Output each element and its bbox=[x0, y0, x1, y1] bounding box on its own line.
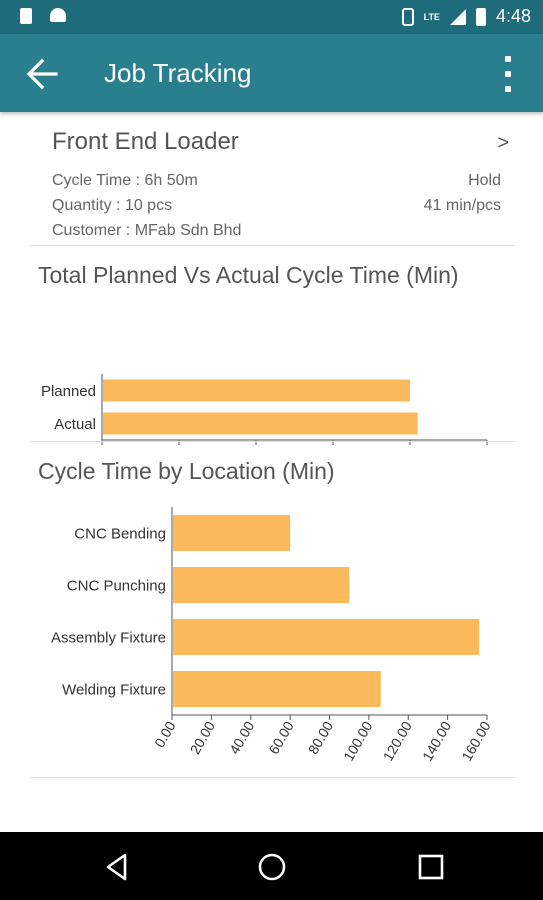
back-arrow-icon[interactable] bbox=[22, 54, 62, 94]
cycle-time-by-location-chart: CNC Bending CNC Punching Assembly Fixture W… bbox=[51, 507, 494, 764]
bar-welding-fixture bbox=[173, 671, 381, 707]
lte-label: LTE bbox=[423, 11, 440, 22]
category-label: Actual bbox=[54, 416, 96, 433]
divider bbox=[30, 777, 515, 778]
bar-cnc-bending bbox=[173, 515, 291, 551]
x-tick-label: 140.00 bbox=[419, 718, 454, 763]
x-tick-label: 80.00 bbox=[305, 718, 336, 757]
chart-title: Total Planned Vs Actual Cycle Time (Min) bbox=[38, 262, 459, 288]
job-status: Hold bbox=[468, 172, 501, 189]
x-tick-label: 0.00 bbox=[151, 718, 179, 750]
bar-planned bbox=[103, 379, 410, 402]
chart-title: Cycle Time by Location (Min) bbox=[38, 458, 335, 484]
job-customer: Customer : MFab Sdn Bhd bbox=[52, 222, 242, 239]
page-title: Job Tracking bbox=[104, 58, 252, 88]
job-card[interactable]: Front End Loader > Cycle Time : 6h 50m Q… bbox=[30, 112, 515, 246]
x-tick-label: 100.00 bbox=[340, 718, 375, 763]
x-tick-label: 0.00 bbox=[81, 443, 109, 446]
category-label: CNC Punching bbox=[67, 577, 166, 594]
back-icon[interactable] bbox=[100, 850, 134, 884]
sd-card-icon bbox=[20, 8, 32, 24]
planned-vs-actual-chart: PlannedActual0.00100.00200.00300.00400.0… bbox=[41, 374, 494, 446]
category-label: Welding Fixture bbox=[62, 681, 166, 698]
x-tick-label: 20.00 bbox=[187, 718, 218, 757]
divider bbox=[30, 441, 515, 442]
chevron-right-icon[interactable]: > bbox=[497, 132, 509, 154]
bar-cnc-punching bbox=[173, 567, 350, 603]
signal-icon bbox=[449, 8, 466, 25]
home-icon[interactable] bbox=[255, 850, 289, 884]
x-tick-label: 60.00 bbox=[265, 718, 296, 757]
category-label: Planned bbox=[41, 383, 96, 400]
job-rate: 41 min/pcs bbox=[423, 197, 501, 214]
overflow-menu-icon[interactable] bbox=[501, 56, 515, 92]
recents-icon[interactable] bbox=[414, 850, 448, 884]
app-bar: Job Tracking bbox=[0, 34, 543, 112]
cycle-time-by-location-section: Cycle Time by Location (Min) CNC Bending… bbox=[30, 442, 515, 782]
android-icon bbox=[50, 8, 66, 22]
main-content: Front End Loader > Cycle Time : 6h 50m Q… bbox=[0, 112, 543, 832]
job-cycle-time: Cycle Time : 6h 50m bbox=[52, 172, 198, 189]
category-label: CNC Bending bbox=[74, 525, 166, 542]
x-tick-label: 120.00 bbox=[380, 718, 415, 763]
navigation-bar bbox=[0, 832, 543, 900]
bar-actual bbox=[103, 412, 418, 435]
x-tick-label: 160.00 bbox=[458, 718, 493, 763]
battery-icon bbox=[475, 7, 486, 26]
job-title: Front End Loader bbox=[52, 128, 239, 155]
x-tick-label: 40.00 bbox=[226, 718, 257, 757]
bar-assembly-fixture bbox=[173, 619, 480, 655]
category-label: Assembly Fixture bbox=[51, 629, 166, 646]
status-time: 4:48 bbox=[495, 6, 531, 26]
planned-vs-actual-chart-section: Total Planned Vs Actual Cycle Time (Min)… bbox=[30, 246, 515, 446]
vibrate-icon bbox=[401, 7, 414, 26]
job-quantity: Quantity : 10 pcs bbox=[52, 197, 173, 214]
status-bar: LTE 4:48 bbox=[0, 0, 543, 34]
